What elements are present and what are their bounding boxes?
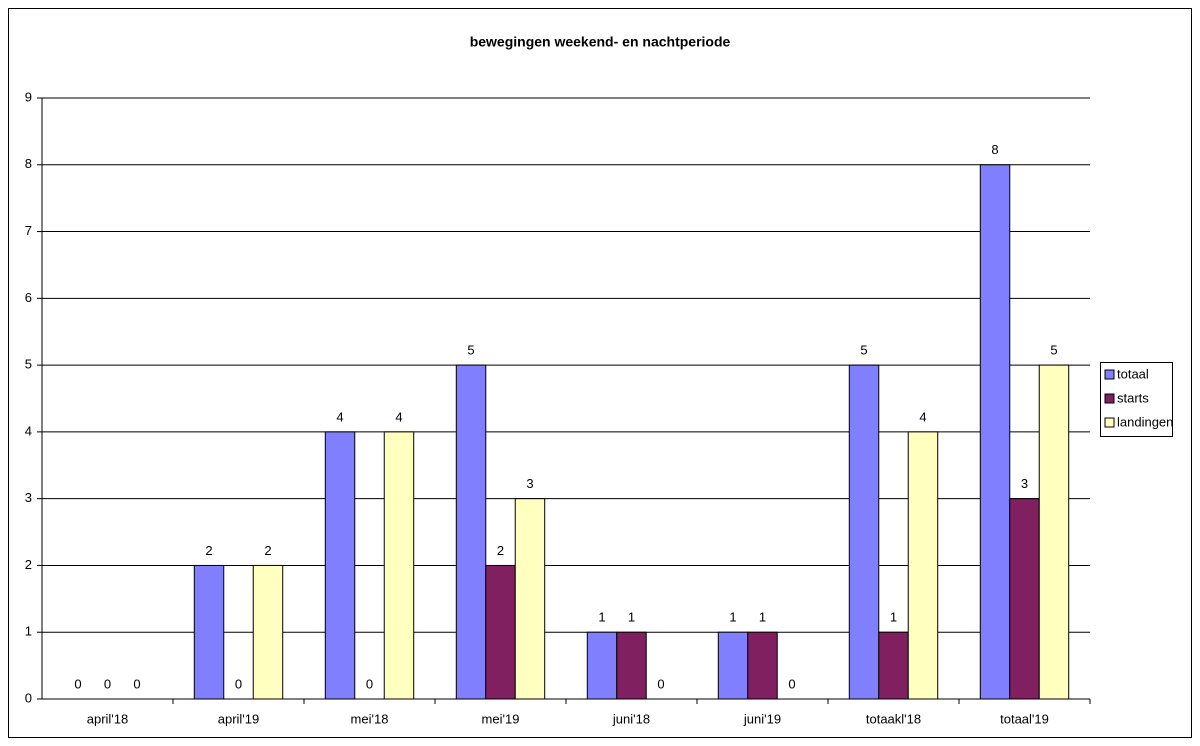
x-tick-label: april'18 bbox=[87, 711, 129, 726]
bar bbox=[1038, 364, 1070, 700]
x-tick-label: mei'19 bbox=[482, 711, 520, 726]
data-label: 0 bbox=[133, 676, 140, 691]
bar bbox=[616, 631, 647, 700]
bar bbox=[1009, 498, 1040, 700]
bar bbox=[907, 431, 939, 700]
bar bbox=[193, 564, 225, 700]
data-label: 0 bbox=[104, 676, 111, 691]
y-tick-label: 6 bbox=[25, 290, 32, 305]
data-label: 0 bbox=[657, 676, 664, 691]
data-label: 2 bbox=[497, 543, 504, 558]
legend-swatch bbox=[1104, 417, 1115, 428]
data-label: 5 bbox=[860, 343, 867, 358]
data-label: 1 bbox=[759, 610, 766, 625]
y-tick-label: 2 bbox=[25, 557, 32, 572]
data-label: 1 bbox=[628, 610, 635, 625]
chart-title: bewegingen weekend- en nachtperiode bbox=[470, 34, 731, 50]
bar bbox=[514, 498, 546, 700]
legend-swatch bbox=[1104, 369, 1115, 380]
y-tick-label: 5 bbox=[25, 357, 32, 372]
data-label: 3 bbox=[526, 476, 533, 491]
data-label: 4 bbox=[336, 409, 343, 424]
data-label: 1 bbox=[598, 610, 605, 625]
x-tick-label: totaal'19 bbox=[1000, 711, 1049, 726]
legend-swatch bbox=[1104, 393, 1115, 404]
data-label: 0 bbox=[74, 676, 81, 691]
x-tick-label: totaakl'18 bbox=[866, 711, 921, 726]
x-tick-label: juni'18 bbox=[612, 711, 650, 726]
legend-label: landingen bbox=[1117, 414, 1173, 429]
data-label: 2 bbox=[205, 543, 212, 558]
y-tick-label: 3 bbox=[25, 490, 32, 505]
data-label: 0 bbox=[235, 676, 242, 691]
bar bbox=[485, 564, 516, 700]
bar bbox=[586, 631, 618, 700]
data-label: 1 bbox=[729, 610, 736, 625]
y-tick-label: 4 bbox=[25, 423, 32, 438]
data-label: 2 bbox=[264, 543, 271, 558]
data-label: 4 bbox=[919, 409, 926, 424]
bar bbox=[383, 431, 415, 700]
y-tick-label: 7 bbox=[25, 223, 32, 238]
bar bbox=[848, 364, 880, 700]
data-label: 5 bbox=[1050, 343, 1057, 358]
bar bbox=[455, 364, 487, 700]
bar bbox=[324, 431, 356, 700]
data-label: 4 bbox=[395, 409, 402, 424]
y-tick-label: 1 bbox=[25, 624, 32, 639]
data-label: 0 bbox=[366, 676, 373, 691]
data-label: 0 bbox=[788, 676, 795, 691]
bar bbox=[252, 564, 284, 700]
x-tick-label: mei'18 bbox=[351, 711, 389, 726]
legend-label: totaal bbox=[1117, 366, 1149, 381]
data-label: 5 bbox=[467, 343, 474, 358]
y-tick-label: 0 bbox=[25, 690, 32, 705]
bar bbox=[717, 631, 749, 700]
y-tick-label: 8 bbox=[25, 156, 32, 171]
x-tick-label: juni'19 bbox=[743, 711, 781, 726]
y-tick-label: 9 bbox=[25, 89, 32, 104]
data-label: 8 bbox=[991, 142, 998, 157]
legend-label: starts bbox=[1117, 390, 1149, 405]
bar bbox=[878, 631, 909, 700]
data-label: 3 bbox=[1021, 476, 1028, 491]
bar bbox=[747, 631, 778, 700]
data-label: 1 bbox=[890, 610, 897, 625]
x-tick-label: april'19 bbox=[218, 711, 260, 726]
bar bbox=[979, 164, 1011, 700]
